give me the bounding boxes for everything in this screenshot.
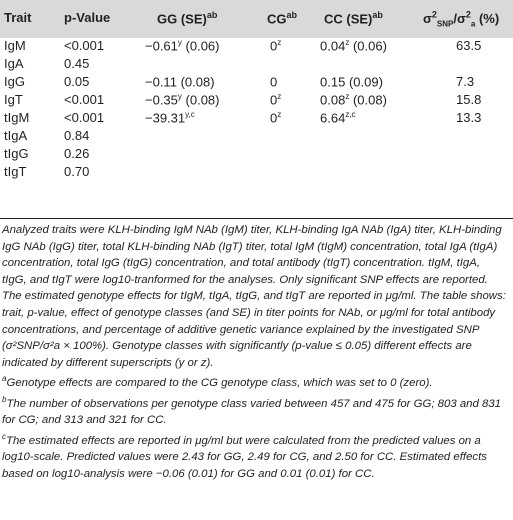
cell-trait: tIgG bbox=[4, 146, 29, 161]
table-row: tIgM <0.001 −39.31y,c 0z 6.64z,c 13.3 bbox=[0, 110, 513, 128]
table-footnotes: Analyzed traits were KLH-binding IgM NAb… bbox=[2, 222, 507, 482]
cell-trait: IgT bbox=[4, 92, 23, 107]
footnote-b: bThe number of observations per genotype… bbox=[2, 394, 502, 427]
cell-cc: 0.15 (0.09) bbox=[320, 74, 383, 90]
cell-trait: IgA bbox=[4, 56, 24, 71]
footnote-c: cThe estimated effects are reported in μ… bbox=[2, 431, 487, 480]
table-row: tIgA 0.84 bbox=[0, 128, 513, 146]
header-cg: CGab bbox=[267, 10, 298, 27]
cell-cg: 0z bbox=[270, 92, 282, 108]
cell-cc: 6.64z,c bbox=[320, 110, 356, 126]
cell-cc: 0.08z (0.08) bbox=[320, 92, 387, 108]
footnote-main: Analyzed traits were KLH-binding IgM NAb… bbox=[2, 224, 506, 369]
cell-trait: tIgM bbox=[4, 110, 30, 125]
table-bottom-rule bbox=[0, 218, 513, 219]
cell-cg: 0z bbox=[270, 110, 282, 126]
footnote-a: aGenotype effects are compared to the CG… bbox=[2, 374, 433, 390]
header-sigma: σ2SNP/σ2a (%) bbox=[423, 10, 500, 29]
cell-pvalue: 0.45 bbox=[64, 56, 90, 71]
cell-cg: 0z bbox=[270, 38, 282, 54]
cell-pvalue: 0.26 bbox=[64, 146, 90, 161]
table-row: tIgT 0.70 bbox=[0, 164, 513, 182]
table-row: IgT <0.001 −0.35y (0.08) 0z 0.08z (0.08)… bbox=[0, 92, 513, 110]
cell-sigma: 63.5 bbox=[456, 38, 482, 53]
cell-sigma: 7.3 bbox=[456, 74, 475, 89]
header-trait: Trait bbox=[4, 10, 32, 25]
cell-gg: −0.11 (0.08) bbox=[145, 74, 215, 90]
table-row: IgA 0.45 bbox=[0, 56, 513, 74]
cell-trait: IgM bbox=[4, 38, 26, 53]
cell-pvalue: 0.05 bbox=[64, 74, 90, 89]
table-row: IgG 0.05 −0.11 (0.08) 0 0.15 (0.09) 7.3 bbox=[0, 74, 513, 92]
cell-sigma: 13.3 bbox=[456, 110, 482, 125]
cell-sigma: 15.8 bbox=[456, 92, 482, 107]
cell-trait: IgG bbox=[4, 74, 25, 89]
cell-pvalue: <0.001 bbox=[64, 92, 105, 107]
cell-cg: 0 bbox=[270, 74, 278, 90]
cell-gg: −0.61y (0.06) bbox=[145, 38, 220, 54]
cell-gg: −39.31y,c bbox=[145, 110, 195, 126]
header-cc: CC (SE)ab bbox=[324, 10, 383, 27]
header-gg: GG (SE)ab bbox=[157, 10, 218, 27]
cell-pvalue: 0.84 bbox=[64, 128, 90, 143]
header-pvalue: p-Value bbox=[64, 10, 111, 25]
cell-trait: tIgA bbox=[4, 128, 28, 143]
cell-pvalue: <0.001 bbox=[64, 38, 105, 53]
table-row: IgM <0.001 −0.61y (0.06) 0z 0.04z (0.06)… bbox=[0, 38, 513, 56]
table-row: tIgG 0.26 bbox=[0, 146, 513, 164]
cell-pvalue: <0.001 bbox=[64, 110, 105, 125]
table-header: Trait p-Value GG (SE)ab CGab CC (SE)ab σ… bbox=[0, 0, 513, 38]
cell-trait: tIgT bbox=[4, 164, 27, 179]
cell-cc: 0.04z (0.06) bbox=[320, 38, 387, 54]
cell-gg: −0.35y (0.08) bbox=[145, 92, 220, 108]
cell-pvalue: 0.70 bbox=[64, 164, 90, 179]
